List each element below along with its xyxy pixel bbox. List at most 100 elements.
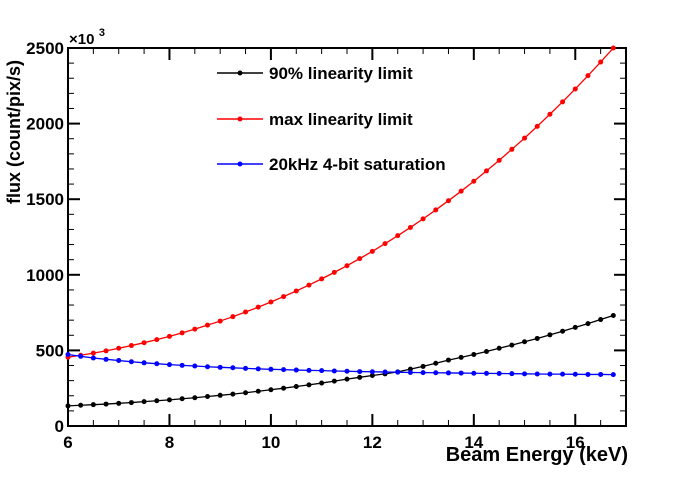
data-point — [407, 224, 413, 230]
data-point — [230, 314, 236, 320]
data-point — [534, 123, 540, 129]
data-point — [319, 368, 325, 374]
data-point — [509, 342, 515, 348]
data-point — [420, 363, 426, 369]
series-line-1 — [67, 47, 614, 358]
data-point — [166, 397, 172, 403]
data-point — [433, 370, 439, 376]
data-point — [281, 294, 287, 300]
data-point — [458, 188, 464, 194]
data-point — [331, 269, 337, 275]
data-point — [484, 370, 489, 376]
data-point — [585, 73, 591, 79]
data-point — [509, 146, 515, 152]
legend-marker-dot — [237, 70, 243, 76]
data-point — [116, 400, 122, 406]
data-point — [268, 387, 274, 393]
data-point — [547, 111, 553, 117]
data-point — [585, 321, 591, 327]
legend-label: 90% linearity limit — [269, 64, 413, 83]
exponent-power: 3 — [99, 27, 105, 39]
data-point — [90, 402, 96, 408]
data-point — [522, 135, 528, 141]
data-point — [154, 361, 160, 367]
data-point — [179, 396, 185, 402]
data-point — [509, 371, 515, 377]
data-point — [369, 372, 375, 378]
data-point — [154, 337, 160, 343]
data-point — [433, 207, 439, 213]
data-point — [395, 233, 401, 239]
data-point — [306, 382, 312, 388]
data-point — [179, 362, 185, 368]
data-point — [534, 335, 540, 341]
data-point — [293, 288, 299, 294]
data-point — [369, 248, 375, 254]
data-point — [281, 385, 287, 391]
data-point — [522, 339, 528, 345]
data-point — [382, 241, 388, 247]
y-axis-title: flux (count/pix/s) — [4, 60, 24, 204]
data-point — [179, 330, 185, 336]
data-point — [357, 369, 363, 375]
data-point — [90, 350, 96, 356]
data-point — [445, 370, 451, 376]
data-point — [458, 370, 464, 376]
data-point — [560, 328, 566, 334]
data-point — [268, 366, 274, 372]
data-point — [357, 374, 363, 380]
data-point — [598, 317, 604, 323]
data-point — [255, 304, 261, 310]
data-point — [445, 198, 451, 204]
data-point — [445, 357, 451, 363]
data-point — [192, 363, 198, 369]
data-point — [560, 371, 566, 377]
data-point — [128, 400, 134, 406]
data-point — [141, 360, 147, 366]
legend-marker-dot — [237, 161, 243, 167]
data-point — [103, 356, 109, 362]
data-point — [217, 318, 223, 324]
data-point — [205, 394, 210, 400]
data-point — [255, 366, 261, 372]
y-tick-label: 0 — [55, 417, 64, 436]
data-point — [496, 157, 502, 163]
data-point — [230, 391, 236, 397]
data-point — [154, 398, 160, 404]
legend: 90% linearity limit max linearity limit 20… — [217, 64, 446, 174]
data-point — [78, 402, 84, 408]
data-point — [306, 367, 312, 373]
data-point — [395, 369, 401, 375]
data-point — [433, 360, 439, 366]
x-tick-label: 10 — [261, 433, 280, 452]
data-point — [331, 368, 337, 374]
data-point — [293, 367, 299, 373]
x-tick-label: 12 — [363, 433, 382, 452]
data-point — [128, 343, 134, 349]
data-point — [116, 358, 122, 364]
data-point — [166, 362, 172, 368]
data-point — [407, 369, 413, 375]
data-point — [166, 333, 172, 339]
data-point — [344, 368, 350, 374]
data-point — [547, 371, 553, 377]
axis-tick-labels: 6 8 10 12 14 16 0 500 1000 1500 2000 2500 — [26, 39, 585, 452]
exponent-base: ×10 — [69, 31, 94, 48]
data-point — [547, 332, 553, 338]
data-point — [496, 371, 502, 377]
plot-frame — [67, 47, 627, 427]
data-point — [90, 355, 96, 361]
data-point — [192, 326, 198, 332]
data-point — [610, 45, 616, 51]
data-point — [141, 340, 147, 346]
data-point — [560, 99, 566, 105]
data-point — [243, 390, 249, 396]
x-axis-title: Beam Energy (keV) — [446, 444, 628, 466]
data-point — [598, 371, 604, 377]
data-point — [65, 351, 71, 357]
data-point — [306, 282, 312, 288]
data-point — [585, 371, 591, 377]
legend-marker-dot — [237, 116, 243, 122]
y-tick-label: 1000 — [26, 266, 64, 285]
